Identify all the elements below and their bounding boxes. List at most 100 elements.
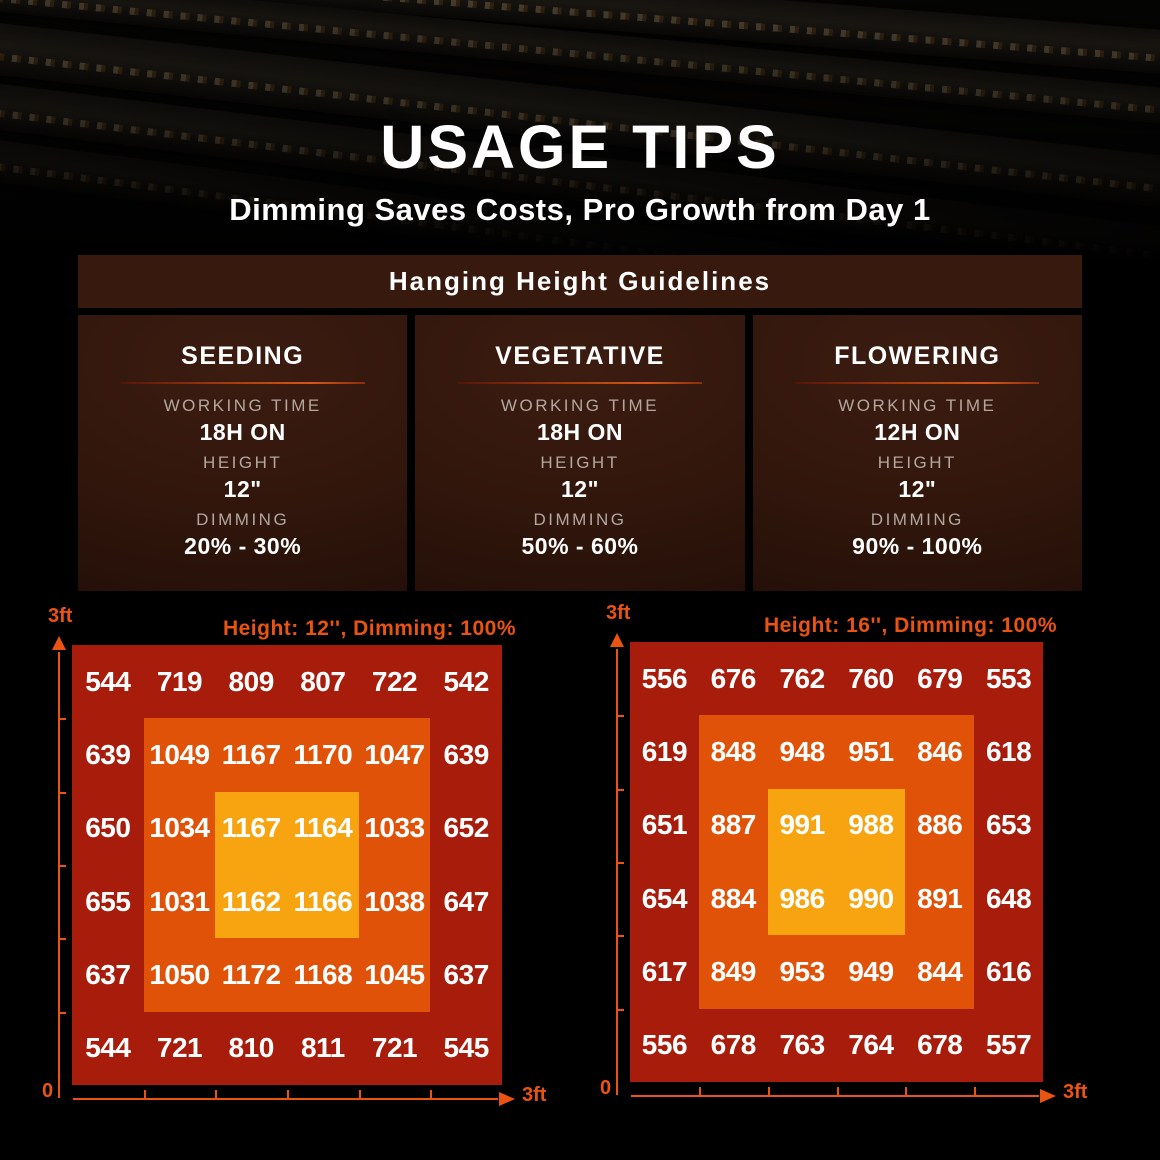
heatmap-cell: 811: [286, 1011, 359, 1085]
heatmap-cell: 953: [767, 935, 837, 1009]
x-axis-ticks: [630, 1087, 1043, 1095]
height-value: 12": [560, 476, 599, 502]
page-subtitle: Dimming Saves Costs, Pro Growth from Day…: [229, 192, 931, 227]
x-axis-origin-label: 0: [600, 1077, 612, 1099]
heatmap-cell: 544: [72, 1011, 144, 1085]
y-axis-max-label: 3ft: [48, 605, 73, 627]
heatmap-cell: 654: [630, 862, 699, 936]
y-axis-tick: [59, 791, 66, 794]
heatmap-cell: 637: [72, 938, 144, 1012]
y-axis-tick: [617, 715, 624, 718]
y-axis-ticks: [617, 642, 625, 1082]
heatmap-cell: 679: [905, 642, 975, 716]
height-value: 12": [223, 476, 262, 502]
heatmap-cell: 887: [698, 788, 768, 862]
heatmap-cell: 1050: [143, 938, 216, 1012]
stage-column-flowering: FLOWERING WORKING TIME 12H ON HEIGHT 12"…: [752, 315, 1082, 591]
x-axis-tick: [905, 1087, 908, 1095]
x-axis-arrow-icon: [499, 1092, 515, 1106]
heatmap-cell: 637: [430, 938, 502, 1012]
stage-divider-line: [457, 382, 702, 384]
heatmap-cell: 651: [630, 788, 699, 862]
y-axis-tick: [59, 1011, 66, 1014]
heatmap-cell: 619: [630, 715, 699, 789]
stage-divider-line: [120, 382, 365, 384]
working-time-value: 12H ON: [874, 419, 961, 445]
heatmap-cell: 884: [698, 862, 768, 936]
heatmap-cell: 722: [358, 645, 431, 719]
heatmap-cell: 1168: [286, 938, 359, 1012]
heatmap-cell: 653: [974, 788, 1043, 862]
guidelines-columns: SEEDING WORKING TIME 18H ON HEIGHT 12" D…: [78, 315, 1082, 591]
heatmap-grid: 544 719 809 807 722 542 639 1049 1167 1170 1047 639…: [72, 645, 502, 1085]
x-axis-tick: [974, 1087, 977, 1095]
y-axis-tick: [617, 788, 624, 791]
hanging-height-guidelines-panel: Hanging Height Guidelines SEEDING WORKIN…: [78, 255, 1082, 591]
grow-light-photo: [0, 0, 1160, 268]
x-axis-tick: [698, 1087, 701, 1095]
stage-title: SEEDING: [181, 342, 305, 370]
height-label: HEIGHT: [203, 453, 283, 472]
height-label: HEIGHT: [877, 453, 957, 472]
heatmap-cell: 678: [698, 1008, 768, 1082]
heatmap-cell: 1045: [358, 938, 431, 1012]
y-axis-arrow-icon: [610, 633, 624, 647]
heatmap-cell: 678: [905, 1008, 975, 1082]
dimming-value: 50% - 60%: [521, 533, 639, 559]
heatmap-cell: 1170: [286, 718, 359, 792]
x-axis-arrow-icon: [1040, 1089, 1056, 1103]
heatmap-cell: 990: [836, 862, 906, 936]
heatmap-cell: 763: [767, 1008, 837, 1082]
heatmap-cell: 844: [905, 935, 975, 1009]
heatmap-cell: 618: [974, 715, 1043, 789]
x-axis-tick: [215, 1090, 218, 1098]
guidelines-title: Hanging Height Guidelines: [78, 255, 1082, 308]
heatmap-grid: 556 676 762 760 679 553 619 848 948 951 846 618 651 8…: [630, 642, 1043, 1082]
stage-title: FLOWERING: [834, 342, 1001, 370]
stage-column-seeding: SEEDING WORKING TIME 18H ON HEIGHT 12" D…: [78, 315, 408, 591]
heatmap-cell: 810: [215, 1011, 287, 1085]
heatmap-cell: 655: [72, 865, 144, 939]
x-axis-tick: [287, 1090, 289, 1098]
x-axis-tick: [836, 1087, 839, 1095]
ppfd-heatmap-16in: Height: 16'', Dimming: 100% 3ft 556 676 76…: [598, 600, 1158, 1120]
chart-title: Height: 12'', Dimming: 100%: [222, 617, 516, 640]
heatmap-cell: 764: [836, 1008, 906, 1082]
stage-column-vegetative: VEGETATIVE WORKING TIME 18H ON HEIGHT 12…: [415, 315, 745, 591]
heatmap-cell: 1047: [358, 718, 431, 792]
heatmap-cell: 545: [430, 1011, 502, 1085]
stage-title: VEGETATIVE: [495, 342, 665, 370]
heatmap-cell: 1049: [143, 718, 216, 792]
heatmap-cell: 848: [698, 715, 768, 789]
heatmap-cell: 1172: [215, 938, 287, 1012]
heatmap-cell: 988: [836, 788, 906, 862]
heatmap-cell: 639: [430, 718, 502, 792]
heatmap-cell: 553: [974, 642, 1043, 716]
x-axis-tick: [430, 1090, 433, 1098]
dimming-label: DIMMING: [533, 510, 627, 529]
working-time-value: 18H ON: [536, 419, 624, 445]
dimming-value: 90% - 100%: [852, 533, 983, 559]
heatmap-cell: 647: [430, 865, 502, 939]
heatmap-cell: 556: [630, 1008, 699, 1082]
x-axis: [631, 1095, 1039, 1097]
x-axis-tick: [143, 1090, 146, 1098]
heatmap-cell: 849: [698, 935, 768, 1009]
working-time-label: WORKING TIME: [163, 396, 322, 415]
x-axis-max-label: 3ft: [522, 1084, 547, 1106]
y-axis-tick: [59, 938, 66, 941]
heatmap-cell: 648: [974, 862, 1043, 936]
dimming-label: DIMMING: [196, 510, 290, 529]
heatmap-cell: 1031: [143, 865, 216, 939]
heatmap-cell: 986: [767, 862, 837, 936]
y-axis: [616, 649, 618, 1095]
x-axis-origin-label: 0: [42, 1080, 54, 1102]
y-axis-arrow-icon: [52, 636, 66, 650]
y-axis-tick: [59, 865, 66, 867]
working-time-label: WORKING TIME: [838, 396, 997, 415]
x-axis: [73, 1098, 498, 1100]
heatmap-cell: 616: [974, 935, 1043, 1009]
x-axis-ticks: [72, 1090, 502, 1098]
heatmap-cell: 1033: [358, 791, 431, 865]
